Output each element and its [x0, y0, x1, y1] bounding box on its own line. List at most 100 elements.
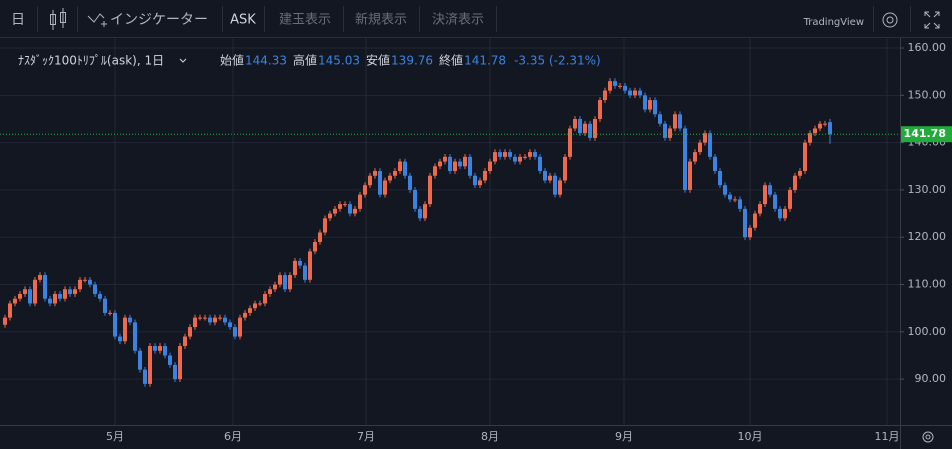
candle-body	[108, 312, 112, 314]
y-tick-label: 120.00	[908, 230, 947, 243]
axis-settings[interactable]	[922, 431, 934, 443]
candle-body	[648, 100, 652, 110]
candle-body	[298, 260, 302, 266]
candle-body	[673, 114, 677, 129]
side-button[interactable]: ASK	[230, 13, 256, 28]
candle-body	[198, 317, 202, 319]
candles	[3, 78, 832, 387]
candle-body	[618, 85, 622, 87]
candle-body	[223, 317, 227, 323]
candle-body	[443, 156, 447, 162]
candle-body	[253, 303, 257, 309]
symbol-dropdown[interactable]	[179, 58, 187, 63]
candle-body	[333, 208, 337, 214]
candle-body	[433, 166, 437, 176]
toggle-button[interactable]: 新規表示	[355, 12, 407, 28]
candle-body	[498, 152, 502, 157]
candle-body	[33, 279, 37, 304]
candle-body	[3, 317, 7, 325]
candle-body	[8, 303, 12, 318]
chart-style-button[interactable]	[50, 8, 66, 30]
candle-body	[563, 156, 567, 181]
candle-body	[493, 152, 497, 162]
candle-body	[48, 298, 52, 304]
overlay: 141.78	[0, 126, 952, 143]
toggle-button[interactable]: 建玉表示	[279, 13, 331, 28]
candle-body	[373, 171, 377, 176]
candle-body	[158, 346, 162, 351]
candle-body	[243, 312, 247, 318]
candle-body	[408, 175, 412, 190]
ohlc-label: 終値	[439, 53, 463, 68]
candle-body	[488, 161, 492, 172]
candle-body	[303, 265, 307, 280]
ohlc-label: 安値	[366, 53, 390, 68]
candle-body	[593, 118, 597, 138]
y-tick-label: 100.00	[908, 325, 947, 338]
candle-body	[138, 350, 142, 370]
candle-body	[83, 279, 87, 281]
candle-body	[643, 95, 647, 110]
candle-body	[708, 133, 712, 157]
candle-body	[418, 208, 422, 219]
candle-body	[598, 100, 602, 119]
interval-button[interactable]: 日	[11, 12, 25, 28]
candle-body	[458, 161, 462, 167]
candle-body	[483, 171, 487, 181]
y-tick-label: 90.00	[915, 372, 947, 385]
candle-body	[98, 293, 102, 299]
ohlc-value: 145.03	[318, 54, 360, 68]
fullscreen-button[interactable]	[924, 11, 940, 29]
candle-body	[288, 275, 292, 290]
indicators-button[interactable]: インジケーター	[110, 12, 208, 28]
candle-body	[778, 208, 782, 219]
candle-body	[363, 185, 367, 195]
candle-body	[153, 346, 157, 351]
toggle-button[interactable]: 決済表示	[432, 12, 484, 28]
last-price-label: 141.78	[904, 127, 946, 140]
candle-body	[148, 346, 152, 384]
candle-body	[828, 122, 832, 135]
ohlc-value: 141.78	[464, 54, 506, 68]
candle-body	[718, 171, 722, 186]
candle-body	[328, 213, 332, 219]
candle-body	[588, 123, 592, 138]
candle-body	[73, 289, 77, 294]
settings-button[interactable]	[882, 12, 898, 28]
candle-body	[773, 194, 777, 209]
candle-body	[183, 336, 187, 347]
candle-body	[58, 293, 62, 299]
candle-body	[613, 81, 617, 86]
candle-body	[308, 251, 312, 280]
change-value: -3.35 (-2.31%)	[514, 54, 601, 68]
candle-body	[568, 128, 572, 157]
candle-body	[203, 317, 207, 319]
candle-body	[688, 161, 692, 190]
candle-body	[518, 156, 522, 162]
x-tick-label: 10月	[738, 430, 763, 443]
candle-body	[738, 199, 742, 209]
candle-body	[733, 199, 737, 201]
candle-body	[353, 208, 357, 214]
candle-body	[658, 114, 662, 124]
candle-body	[278, 275, 282, 285]
candle-body	[188, 327, 192, 337]
candle-body	[558, 180, 562, 195]
candle-body	[573, 118, 577, 129]
candle-body	[723, 185, 727, 195]
candle-body	[283, 275, 287, 290]
candle-body	[823, 123, 827, 125]
candle-body	[808, 133, 812, 143]
indicator-icon	[87, 13, 105, 23]
ohlc-value: 144.33	[245, 54, 287, 68]
candle-body	[93, 284, 97, 294]
candle-body	[143, 369, 147, 384]
x-tick-label: 8月	[481, 430, 499, 443]
candle-body	[28, 289, 32, 304]
x-tick-label: 6月	[224, 430, 242, 443]
x-tick-label: 9月	[615, 430, 633, 443]
x-tick-label: 11月	[875, 430, 900, 443]
